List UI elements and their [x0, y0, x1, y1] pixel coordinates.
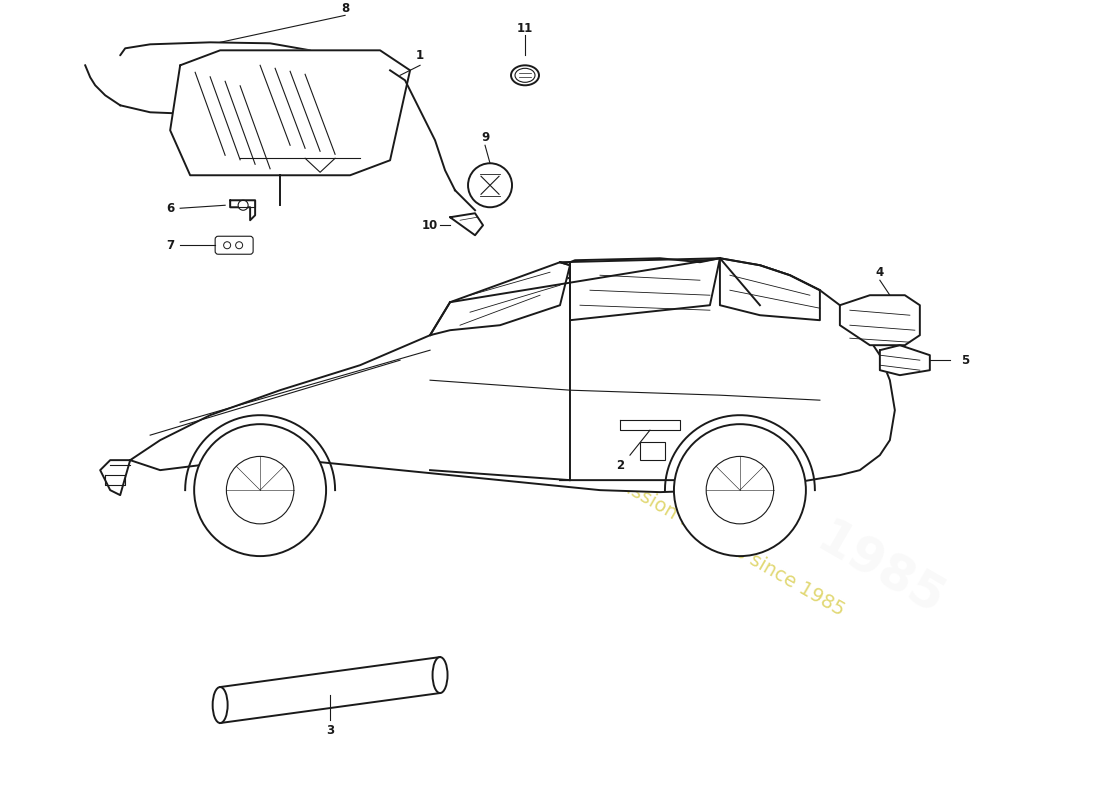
FancyBboxPatch shape	[216, 236, 253, 254]
Polygon shape	[840, 295, 920, 345]
Text: 4: 4	[876, 266, 884, 278]
Text: 11: 11	[517, 22, 534, 35]
Text: 6: 6	[166, 202, 174, 214]
Polygon shape	[170, 50, 410, 175]
Text: 7: 7	[166, 238, 174, 252]
Text: 10: 10	[422, 218, 438, 232]
Circle shape	[223, 242, 231, 249]
Polygon shape	[719, 258, 820, 320]
Circle shape	[238, 200, 249, 210]
Polygon shape	[880, 345, 929, 375]
Polygon shape	[130, 260, 895, 492]
Polygon shape	[220, 657, 440, 723]
Text: 2: 2	[616, 458, 624, 472]
Text: 1985: 1985	[807, 514, 953, 626]
Text: eur: eur	[521, 246, 839, 514]
Ellipse shape	[212, 687, 228, 723]
Circle shape	[674, 424, 806, 556]
Text: a passion for cars since 1985: a passion for cars since 1985	[592, 461, 848, 620]
Ellipse shape	[432, 657, 448, 693]
Polygon shape	[570, 258, 719, 320]
Text: 3: 3	[326, 723, 334, 737]
Circle shape	[195, 424, 326, 556]
Bar	[640, 442, 666, 460]
Polygon shape	[430, 262, 570, 335]
Polygon shape	[450, 214, 483, 235]
Text: 1: 1	[416, 49, 425, 62]
Text: 5: 5	[960, 354, 969, 366]
Ellipse shape	[515, 68, 535, 82]
Polygon shape	[230, 200, 255, 220]
Polygon shape	[100, 460, 130, 495]
Ellipse shape	[512, 66, 539, 86]
Text: 9: 9	[481, 130, 490, 144]
Circle shape	[468, 163, 512, 207]
Text: 8: 8	[341, 2, 349, 15]
Circle shape	[706, 456, 773, 524]
Circle shape	[227, 456, 294, 524]
Circle shape	[235, 242, 243, 249]
